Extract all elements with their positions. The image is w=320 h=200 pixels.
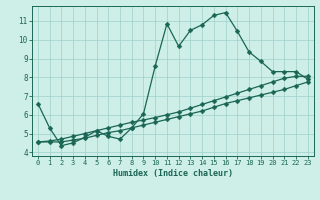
X-axis label: Humidex (Indice chaleur): Humidex (Indice chaleur) xyxy=(113,169,233,178)
